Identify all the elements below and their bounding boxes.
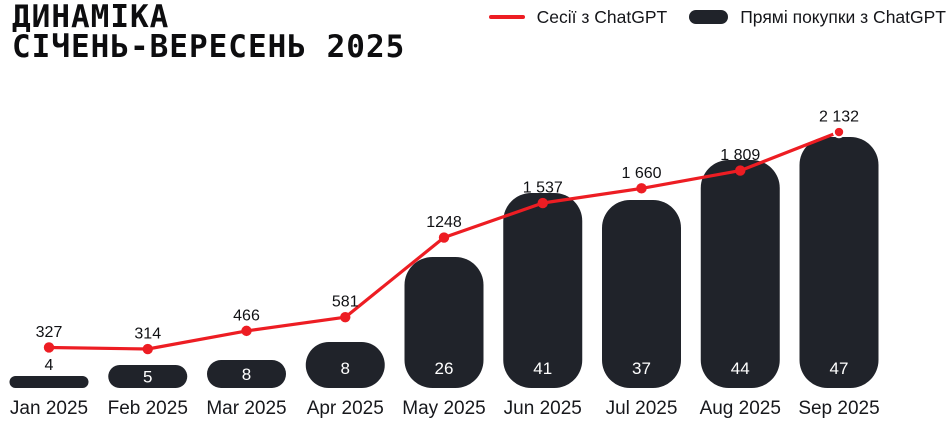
- line-value-label: 327: [36, 324, 63, 341]
- line-value-label: 2 132: [819, 109, 859, 126]
- bar-value-label: 4: [45, 357, 54, 374]
- bar-aug-2025: [700, 160, 780, 388]
- line-value-label: 314: [134, 326, 161, 343]
- bar-value-label: 26: [435, 359, 454, 378]
- axis-label-apr-2025: Apr 2025: [307, 398, 384, 419]
- bar-value-label: 5: [143, 368, 152, 387]
- line-point: [241, 325, 252, 337]
- bar-mar-2025: [207, 360, 286, 388]
- axis-label-feb-2025: Feb 2025: [108, 398, 188, 419]
- line-point: [142, 343, 153, 355]
- bar-value-label: 8: [341, 359, 350, 378]
- axis-label-mar-2025: Mar 2025: [206, 398, 286, 419]
- page-title: ДИНАМІКА СІЧЕНЬ-ВЕРЕСЕНЬ 2025: [12, 0, 406, 65]
- bar-may-2025: [404, 257, 484, 388]
- line-value-label: 1 537: [523, 180, 563, 197]
- bar-jul-2025: [602, 200, 681, 388]
- line-point: [43, 342, 55, 353]
- legend: Сесії з ChatGPT Прямі покупки з ChatGPT: [488, 6, 946, 28]
- line-value-label: 581: [332, 294, 359, 311]
- line-point: [438, 232, 450, 243]
- line-point: [340, 311, 351, 323]
- line-point: [636, 183, 647, 194]
- bar-value-label: 37: [632, 359, 651, 378]
- axis-label-aug-2025: Aug 2025: [700, 398, 781, 419]
- axis-label-jun-2025: Jun 2025: [504, 398, 582, 419]
- bar-jun-2025: [503, 193, 583, 388]
- title-line-1: ДИНАМІКА: [12, 0, 170, 35]
- line-value-label: 1248: [426, 214, 462, 231]
- bar-value-label: 41: [533, 359, 552, 378]
- bar-jan-2025: [9, 376, 89, 388]
- bar-apr-2025: [305, 342, 385, 388]
- legend-purchases-label: Прямі покупки з ChatGPT: [740, 6, 946, 27]
- bar-value-label: 44: [731, 359, 750, 378]
- legend-line-swatch: [488, 15, 525, 19]
- line-point: [735, 165, 746, 176]
- bar-feb-2025: [108, 365, 188, 388]
- bar-value-label: 47: [830, 359, 849, 378]
- line-point: [832, 125, 846, 139]
- line-value-label: 466: [233, 307, 260, 324]
- bar-sep-2025: [799, 137, 879, 388]
- line-value-label: 1 660: [621, 165, 661, 182]
- legend-sessions-label: Сесії з ChatGPT: [536, 6, 668, 27]
- title-line-2: СІЧЕНЬ-ВЕРЕСЕНЬ 2025: [12, 29, 406, 65]
- axis-label-jul-2025: Jul 2025: [606, 398, 678, 419]
- axis-label-may-2025: May 2025: [402, 398, 485, 419]
- line-value-label: 1 809: [720, 147, 760, 164]
- legend-bar-swatch: [689, 10, 729, 24]
- axis-label-sep-2025: Sep 2025: [798, 398, 879, 419]
- line-point: [537, 197, 548, 209]
- axis-label-jan-2025: Jan 2025: [10, 398, 88, 419]
- bar-value-label: 8: [242, 365, 251, 384]
